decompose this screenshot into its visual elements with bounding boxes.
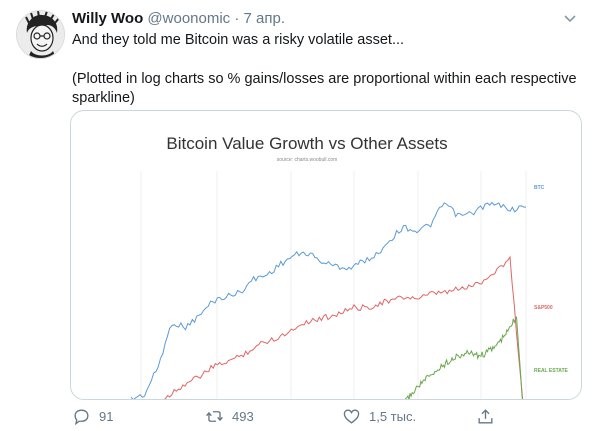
series-label-real-estate: REAL ESTATE (534, 368, 569, 374)
avatar[interactable] (16, 10, 65, 59)
tweet-text-line2: (Plotted in log charts so % gains/losses… (72, 70, 577, 107)
tweet-media-chart[interactable]: Bitcoin Value Growth vs Other Assets sou… (70, 110, 582, 400)
reply-icon (74, 408, 89, 425)
chart: Bitcoin Value Growth vs Other Assets sou… (130, 134, 569, 399)
chart-title: Bitcoin Value Growth vs Other Assets (166, 134, 447, 153)
series-line-real-estate (405, 316, 523, 399)
series-label-btc: BTC (534, 185, 545, 191)
tweet-text-line1: And they told me Bitcoin was a risky vol… (72, 32, 405, 48)
more-menu-button[interactable] (562, 10, 578, 26)
chevron-down-icon (564, 15, 576, 23)
like-button[interactable]: 1,5 тыс. (342, 405, 416, 427)
separator: · (234, 10, 240, 27)
avatar-illustration-icon (17, 11, 64, 58)
reply-count: 91 (99, 408, 114, 424)
tweet-date[interactable]: 7 апр. (243, 10, 286, 27)
series-line-btc (130, 201, 527, 399)
tweet-actions: 91 493 1,5 тыс. (72, 405, 502, 427)
heart-icon (343, 408, 360, 424)
share-button[interactable] (476, 405, 495, 427)
like-count: 1,5 тыс. (369, 408, 417, 424)
tweet-header: Willy Woo @woonomic · 7 апр. (72, 9, 285, 29)
author-handle[interactable]: @woonomic (147, 10, 231, 27)
reply-button[interactable]: 91 (72, 405, 113, 427)
author-name[interactable]: Willy Woo (72, 10, 144, 27)
chart-subtitle: source: charts.woobull.com (277, 157, 338, 163)
retweet-icon (206, 410, 223, 422)
tweet-text: And they told me Bitcoin was a risky vol… (72, 31, 577, 128)
share-icon (478, 408, 493, 424)
retweet-count: 493 (232, 408, 254, 424)
series-label-s-p500: S&P500 (534, 305, 553, 311)
retweet-button[interactable]: 493 (205, 405, 254, 427)
series-line-s-p500 (164, 255, 524, 399)
